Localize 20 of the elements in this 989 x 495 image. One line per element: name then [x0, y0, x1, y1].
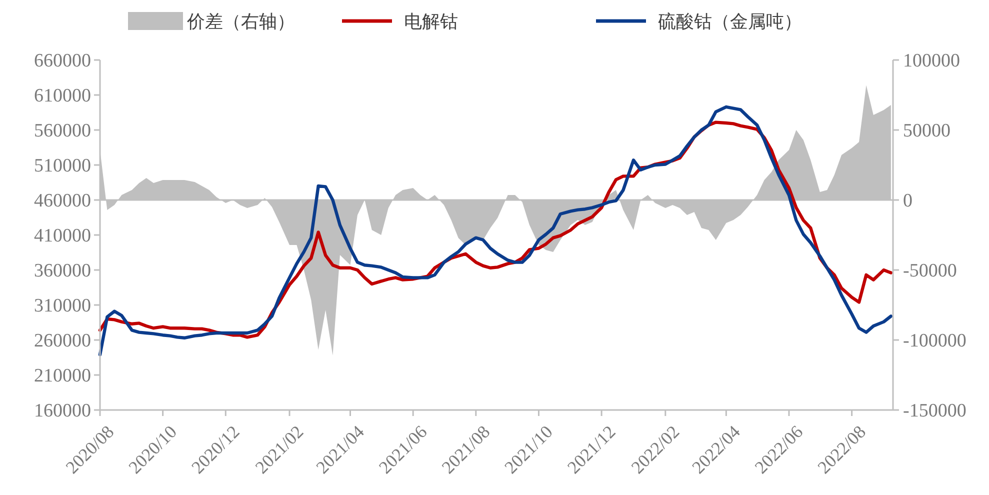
y-tick-label: 210000 [34, 366, 91, 387]
y2-tick-label: 50000 [903, 120, 950, 142]
y-tick-label: 660000 [34, 50, 91, 72]
legend-label: 价差（右轴） [186, 11, 295, 32]
y-tick-label: 560000 [34, 120, 91, 142]
y-tick-label: 260000 [34, 330, 91, 352]
y2-tick-label: -50000 [903, 260, 957, 282]
y2-tick-label: -100000 [903, 330, 966, 352]
y2-tick-label: -150000 [903, 400, 966, 422]
legend-label: 硫酸钴（金属吨） [658, 11, 802, 32]
y2-tick-label: 100000 [903, 50, 960, 72]
y-tick-label: 410000 [34, 226, 91, 247]
y-tick-label: 160000 [34, 400, 91, 422]
y2-tick-label: 0 [903, 190, 912, 212]
y-tick-label: 460000 [34, 190, 91, 212]
y-tick-label: 610000 [34, 86, 91, 107]
legend-label: 电解钴 [404, 11, 458, 32]
y-tick-label: 510000 [34, 156, 91, 177]
y-tick-label: 310000 [34, 296, 91, 317]
y-tick-label: 360000 [34, 260, 91, 282]
